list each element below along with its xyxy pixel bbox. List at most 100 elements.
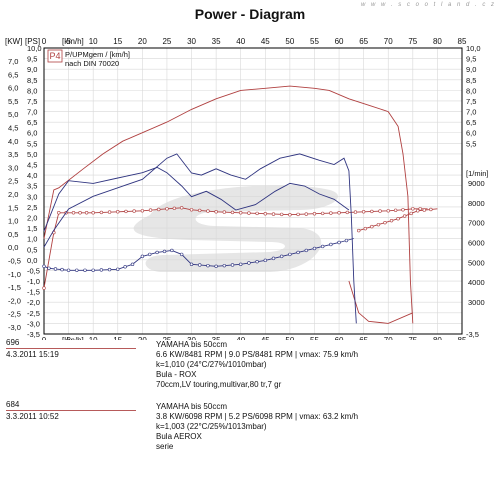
series-696-rpm-line-marker bbox=[320, 211, 325, 216]
run-variant-1: Bula - ROX bbox=[156, 370, 197, 379]
series-684-rpm-line-marker bbox=[179, 252, 184, 257]
series-684-rpm-line-marker bbox=[279, 254, 284, 259]
ps-right-tick-label: 6,5 bbox=[466, 118, 476, 127]
series-696-rpm-line-marker bbox=[132, 209, 136, 213]
run-date-2: 3.3.2011 10:52 bbox=[6, 412, 59, 421]
series-696-rpm-line-marker bbox=[124, 209, 128, 214]
series-696-rpm-line-marker bbox=[222, 210, 227, 214]
series-684-kw-line bbox=[43, 166, 350, 232]
series-684-rpm-line-marker bbox=[296, 250, 300, 255]
kw-tick-label: -2,0 bbox=[8, 296, 21, 305]
series-684-rpm-line-marker bbox=[107, 267, 112, 272]
series-684-rpm-line-marker bbox=[206, 263, 210, 268]
x-bottom-tick-label: 50 bbox=[285, 336, 294, 340]
series-696-rpm-line-marker bbox=[140, 209, 145, 213]
series-684-rpm-line-marker bbox=[214, 264, 218, 268]
legend-box bbox=[47, 49, 63, 63]
series-696-rpm-line-marker bbox=[116, 210, 120, 214]
series-696-rpm-line-marker bbox=[230, 210, 235, 215]
series-696-rpm-upper-line-marker bbox=[357, 228, 361, 233]
series-696-rpm-line-marker bbox=[157, 207, 161, 212]
series-696-rpm-line-marker bbox=[78, 211, 82, 215]
ps-right-tick-label: 9,0 bbox=[466, 65, 476, 74]
series-696-rpm-upper-line-marker bbox=[409, 211, 413, 216]
series-696-rpm-line-marker bbox=[337, 211, 341, 215]
series-696-rpm-upper-line-marker bbox=[383, 220, 387, 225]
series-684-rpm-line-marker bbox=[47, 266, 51, 270]
series-696-rpm-line-marker bbox=[179, 206, 184, 210]
series-684-rpm-line bbox=[43, 238, 354, 271]
kw-tick-label: 4,0 bbox=[8, 137, 18, 146]
x-bottom-tick-label: 15 bbox=[113, 336, 122, 340]
run-divider-2 bbox=[6, 410, 136, 411]
kw-tick-label: 6,0 bbox=[8, 84, 18, 93]
series-696-rpm-line-marker bbox=[107, 210, 112, 214]
series-684-rpm-line-marker bbox=[320, 244, 325, 249]
ps-tick-label: 2,0 bbox=[27, 213, 37, 222]
series-684-rpm-line-marker bbox=[255, 259, 259, 264]
x-top-tick-label: 85 bbox=[458, 37, 467, 46]
ps-tick-label: 8,5 bbox=[27, 76, 37, 85]
ps-tick-label: 4,0 bbox=[27, 171, 37, 180]
run-power-1: 6.6 KW/8481 RPM | 9.0 PS/8481 RPM | vmax… bbox=[156, 350, 359, 359]
series-684-rpm-line-marker bbox=[170, 248, 174, 253]
x-top-tick-label: 5 bbox=[66, 37, 71, 46]
run-vehicle-2: YAMAHA bis 50ccm bbox=[156, 402, 227, 411]
series-696-rpm-upper-line-marker bbox=[429, 207, 433, 212]
kw-tick-label: 1,0 bbox=[8, 217, 18, 226]
series-696-rpm-line-marker bbox=[172, 206, 177, 210]
run-correction-1: k=1,010 (24°C/27%/1010mbar) bbox=[156, 360, 267, 369]
series-684-rpm-line-marker bbox=[344, 238, 349, 243]
series-696-rpm-line-marker bbox=[165, 207, 169, 211]
power-chart: 0055101015152020252530303535404045455050… bbox=[5, 37, 489, 340]
series-696-rpm-line-marker bbox=[84, 211, 89, 215]
ps-tick-label: -2,0 bbox=[27, 298, 40, 307]
x-top-tick-label: 75 bbox=[408, 37, 417, 46]
rpm-tick-label: 8000 bbox=[468, 199, 485, 208]
legend-line-2: nach DIN 70020 bbox=[65, 59, 119, 68]
x-bottom-tick-label: 5 bbox=[66, 336, 71, 340]
x-top-tick-label: 30 bbox=[187, 37, 196, 46]
x-top-tick-label: 80 bbox=[433, 37, 442, 46]
site-watermark-text: w w w . s c o o t l a n d . c z bbox=[360, 2, 496, 8]
series-684-rpm-line-marker bbox=[66, 268, 71, 272]
series-684-rpm-line-marker bbox=[148, 252, 152, 257]
x-bottom-tick-label: 75 bbox=[408, 336, 417, 340]
x-top-axis-label: [km/h] bbox=[62, 37, 84, 46]
series-684-rpm-line-marker bbox=[123, 265, 127, 269]
x-bottom-tick-label: 35 bbox=[212, 336, 221, 340]
run-id-1: 696 bbox=[6, 338, 20, 347]
ps-right-tick-label: 6,0 bbox=[466, 129, 476, 138]
series-696-rpm-line-marker bbox=[57, 211, 61, 215]
series-696-rpm-line-marker bbox=[418, 207, 422, 211]
x-bottom-tick-label: 70 bbox=[384, 336, 393, 340]
series-684-rpm-line-marker bbox=[222, 263, 227, 268]
ps-tick-label: 6,0 bbox=[27, 129, 37, 138]
x-bottom-tick-label: 80 bbox=[433, 336, 442, 340]
x-top-tick-label: 0 bbox=[42, 37, 47, 46]
ps-tick-label: 10,0 bbox=[27, 44, 42, 53]
kw-tick-label: 0,0 bbox=[8, 243, 18, 252]
run-date-1: 4.3.2011 15:19 bbox=[6, 350, 59, 359]
x-bottom-tick-label: 65 bbox=[359, 336, 368, 340]
ps-tick-label: -0,5 bbox=[27, 266, 40, 275]
ps-right-tick-label: 10,0 bbox=[466, 44, 481, 53]
series-684-rpm-line-marker bbox=[247, 261, 251, 265]
run-notes-1: 70ccm,LV touring,multivar,80 tr,7 gr bbox=[156, 380, 282, 389]
series-696-rpm-line-marker bbox=[99, 210, 104, 215]
series-696-rpm-line-marker bbox=[189, 208, 194, 212]
kw-tick-label: -3,0 bbox=[8, 323, 21, 332]
ps-tick-label: -3,0 bbox=[27, 319, 40, 328]
ps-right-tick-label: 7,5 bbox=[466, 97, 476, 106]
series-696-rpm-line-marker bbox=[71, 211, 76, 215]
x-top-tick-label: 10 bbox=[89, 37, 98, 46]
kw-tick-label: 5,0 bbox=[8, 110, 18, 119]
series-696-rpm-line-marker bbox=[312, 212, 317, 216]
series-696-rpm-upper-line-marker bbox=[389, 218, 394, 223]
series-696-rpm-line-marker bbox=[345, 210, 349, 215]
x-bottom-tick-label: 55 bbox=[310, 336, 319, 340]
kw-tick-label: 5,5 bbox=[8, 97, 18, 106]
kw-tick-label: 4,5 bbox=[8, 124, 18, 133]
series-684-rpm-line-marker bbox=[239, 262, 243, 267]
series-684-rpm-line-marker bbox=[198, 263, 202, 267]
